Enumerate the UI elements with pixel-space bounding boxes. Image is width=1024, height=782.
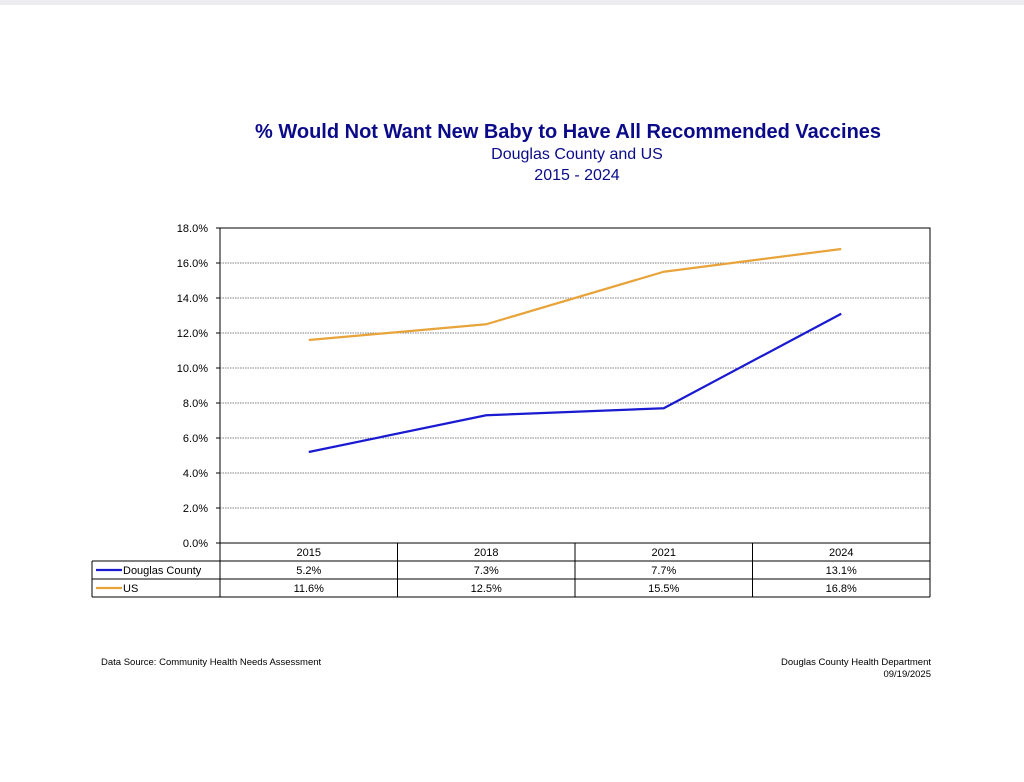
y-tick-label: 6.0% bbox=[183, 433, 208, 445]
y-tick-label: 8.0% bbox=[183, 398, 208, 410]
footer-credit: Douglas County Health Department 09/19/2… bbox=[781, 657, 931, 681]
legend-label: US bbox=[123, 583, 138, 595]
organization-name: Douglas County Health Department bbox=[781, 657, 931, 668]
x-category-label: 2018 bbox=[474, 547, 498, 559]
table-value: 7.7% bbox=[651, 565, 676, 577]
data-source: Data Source: Community Health Needs Asse… bbox=[101, 657, 322, 668]
table-value: 15.5% bbox=[648, 583, 679, 595]
y-tick-label: 12.0% bbox=[177, 328, 208, 340]
x-category-label: 2024 bbox=[829, 547, 853, 559]
table-value: 12.5% bbox=[471, 583, 502, 595]
table-value: 11.6% bbox=[294, 583, 325, 595]
chart-subtitle: Douglas County and US bbox=[491, 146, 663, 163]
y-tick-label: 14.0% bbox=[177, 293, 208, 305]
x-category-label: 2021 bbox=[652, 547, 676, 559]
y-tick-label: 2.0% bbox=[183, 503, 208, 515]
chart-title: % Would Not Want New Baby to Have All Re… bbox=[255, 121, 882, 143]
table-value: 7.3% bbox=[474, 565, 499, 577]
series-line-douglas-county bbox=[308, 312, 842, 454]
y-tick-label: 0.0% bbox=[183, 538, 208, 550]
legend-label: Douglas County bbox=[123, 565, 202, 577]
y-tick-label: 4.0% bbox=[183, 468, 208, 480]
plot-area bbox=[219, 227, 931, 544]
table-value: 16.8% bbox=[826, 583, 857, 595]
table-value: 13.1% bbox=[826, 565, 857, 577]
y-tick-label: 18.0% bbox=[177, 223, 208, 235]
report-date: 09/19/2025 bbox=[883, 669, 931, 680]
x-category-label: 2015 bbox=[297, 547, 321, 559]
table-value: 5.2% bbox=[296, 565, 321, 577]
y-tick-label: 16.0% bbox=[177, 258, 208, 270]
y-tick-label: 10.0% bbox=[177, 363, 208, 375]
series-line-us bbox=[308, 247, 842, 342]
chart-date-range: 2015 - 2024 bbox=[534, 167, 620, 184]
